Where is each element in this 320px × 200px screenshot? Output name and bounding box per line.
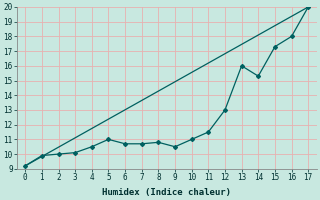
X-axis label: Humidex (Indice chaleur): Humidex (Indice chaleur) [102, 188, 231, 197]
